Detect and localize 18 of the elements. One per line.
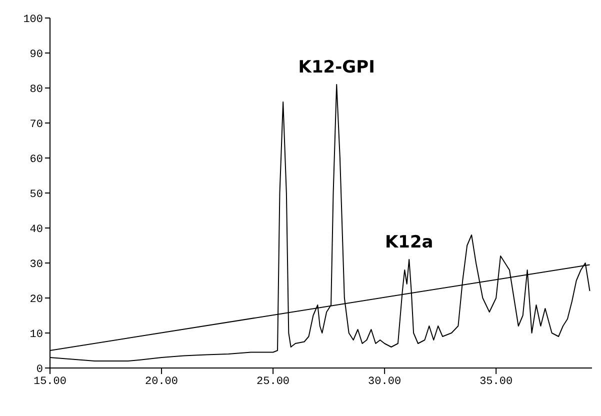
x-tick-label: 35.00 [480, 376, 513, 388]
x-tick-label: 30.00 [368, 376, 402, 388]
annotation: K12-GPI [298, 58, 375, 78]
y-tick-label: 10 [30, 328, 43, 341]
x-tick-label: 15.00 [33, 376, 67, 388]
y-tick-label: 40 [30, 224, 43, 236]
annotation: K12a [384, 232, 434, 252]
y-tick-label: 60 [30, 154, 43, 166]
y-tick-label: 90 [30, 48, 43, 61]
y-tick-label: 30 [30, 258, 43, 271]
y-tick-label: 80 [30, 84, 43, 96]
y-tick-label: 0 [36, 364, 43, 376]
y-tick-label: 50 [30, 188, 43, 201]
x-tick-label: 25.00 [256, 376, 290, 388]
y-tick-label: 70 [30, 118, 43, 131]
x-tick-label: 20.00 [145, 376, 178, 388]
y-tick-label: 100 [23, 14, 43, 26]
y-tick-label: 20 [30, 294, 43, 306]
